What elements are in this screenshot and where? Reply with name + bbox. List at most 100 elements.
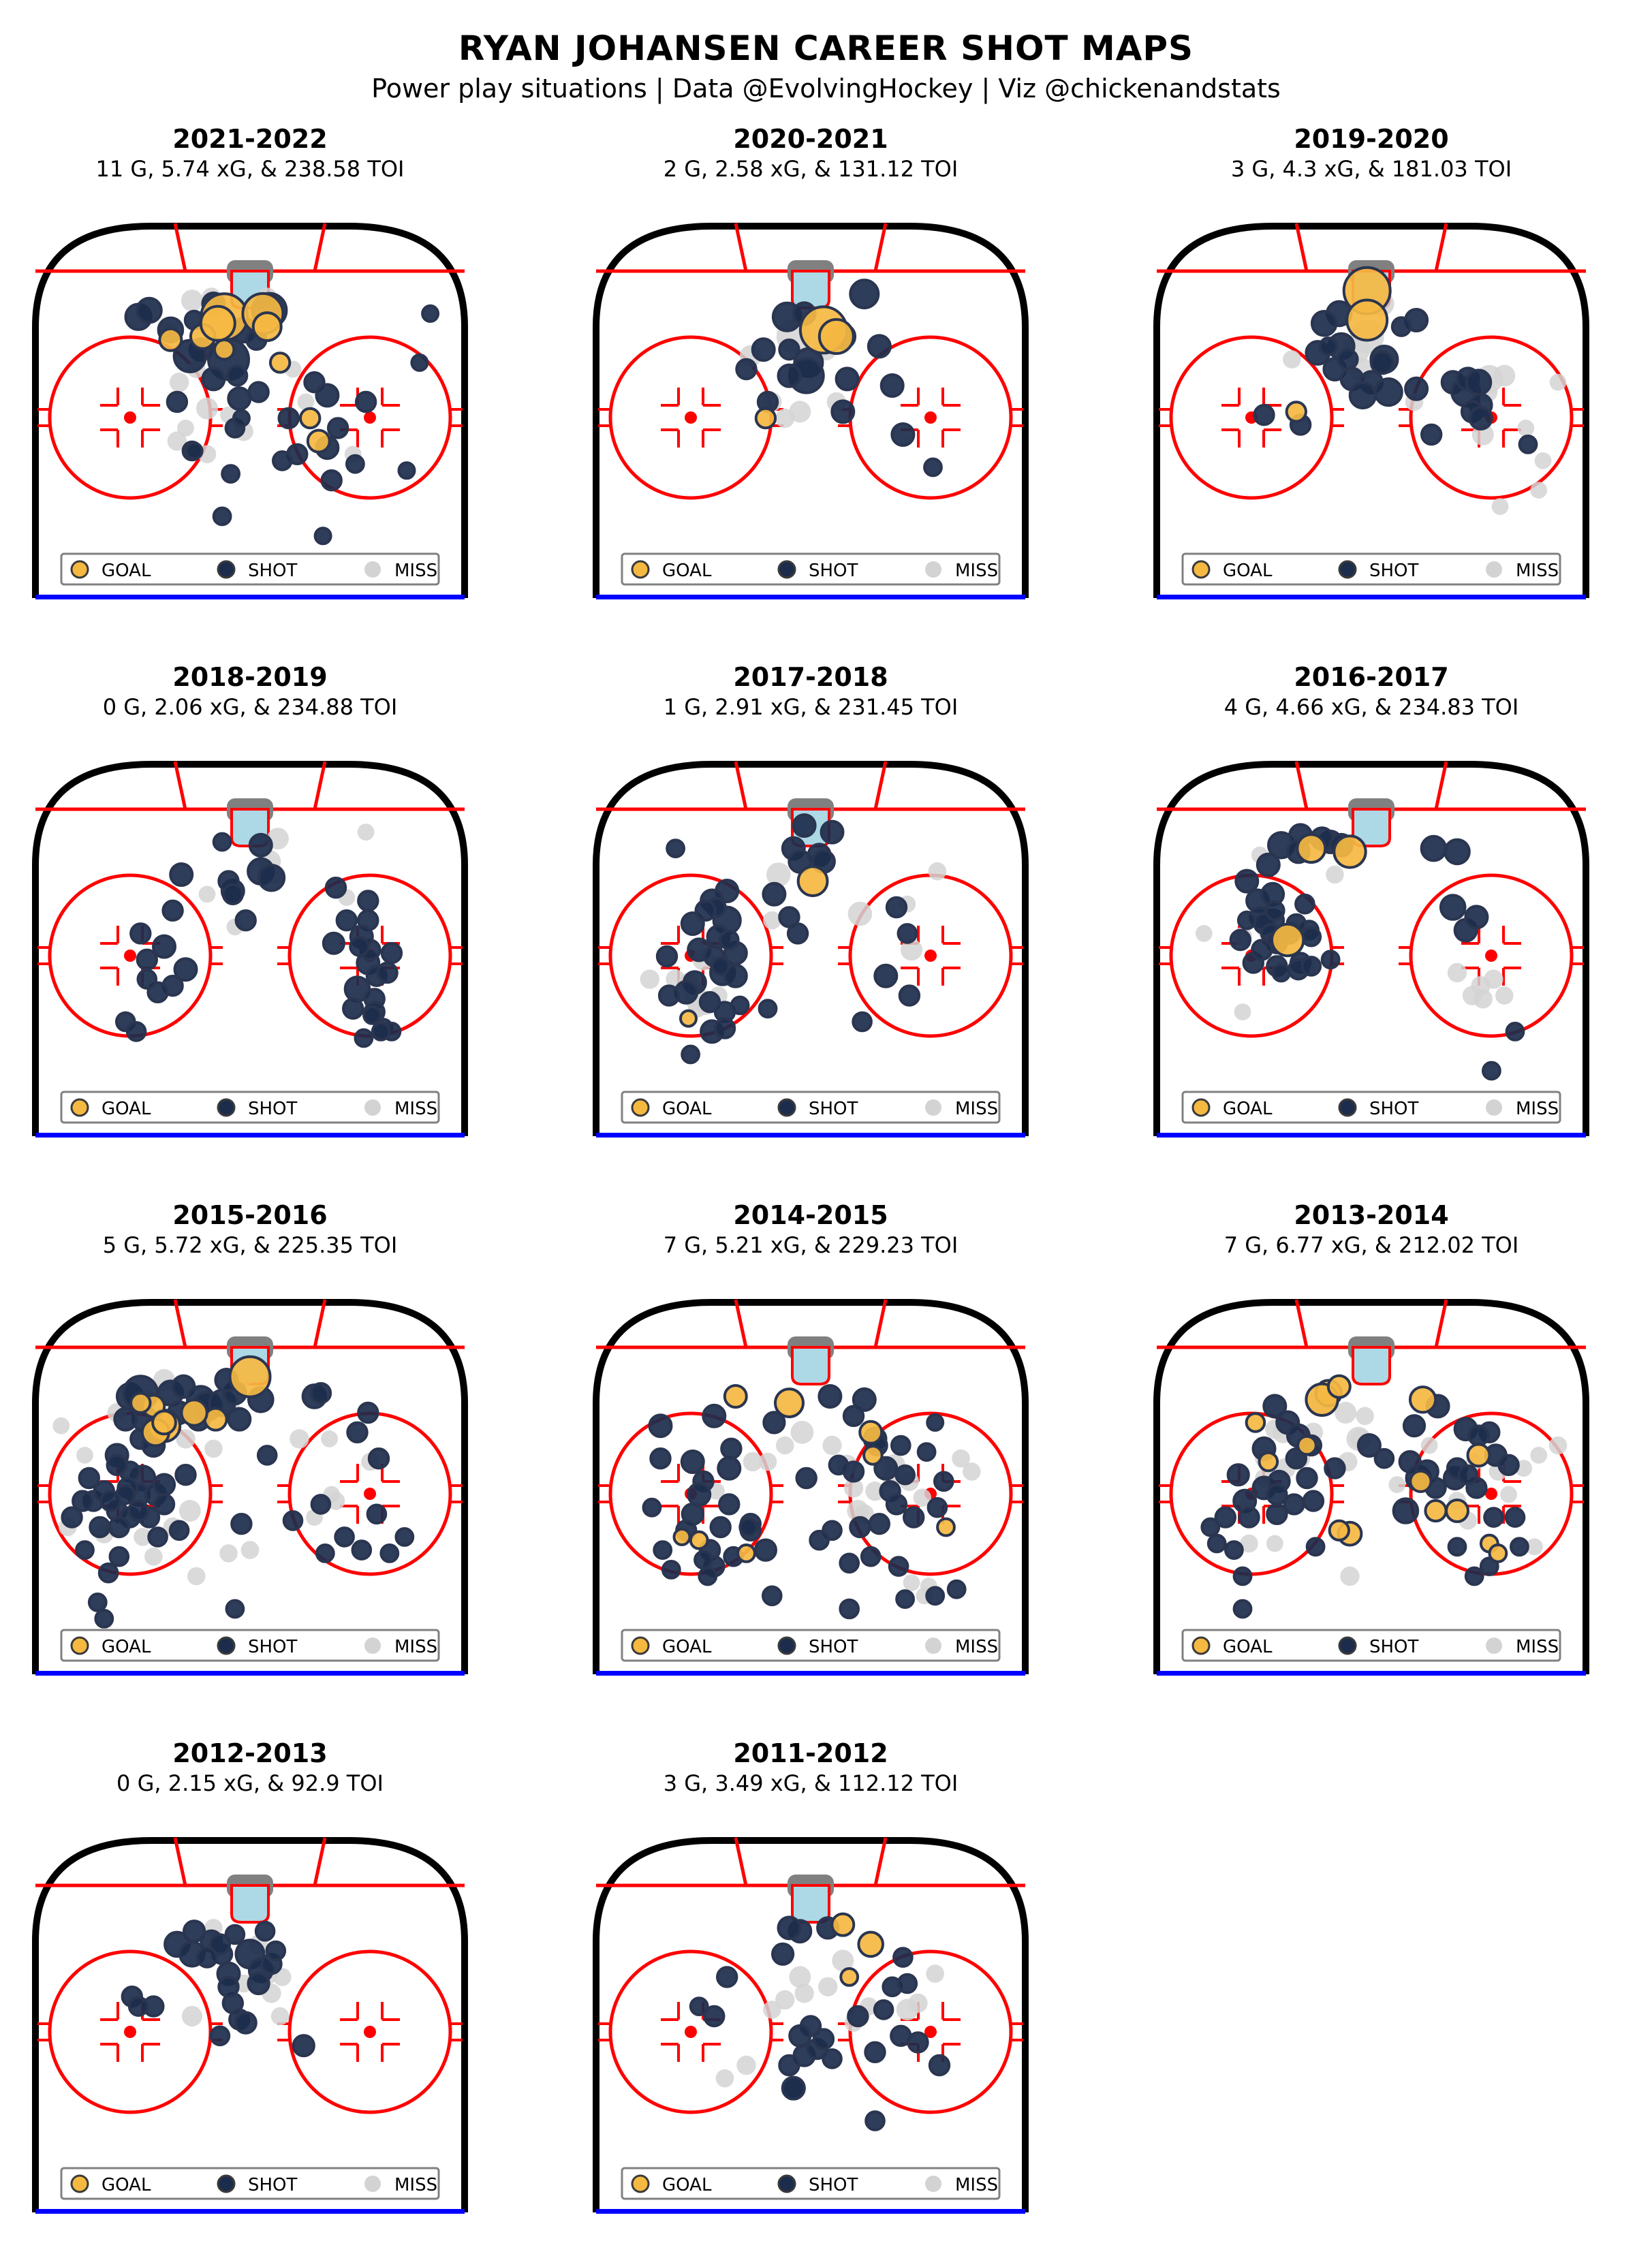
miss-point (763, 2001, 781, 2019)
shot-point (681, 1044, 701, 1065)
shot-point (1504, 1507, 1526, 1528)
shot-point (868, 1513, 890, 1535)
shot-point (136, 969, 158, 990)
shot-point (1369, 350, 1394, 375)
trapezoid-line-left (173, 761, 187, 810)
shot-point (421, 304, 440, 323)
shot-point (873, 1456, 899, 1481)
shot-point (1373, 1447, 1395, 1469)
miss-point (176, 1429, 196, 1449)
shot-point (926, 1496, 948, 1518)
faceoff-dot-right (924, 2026, 937, 2038)
miss-point (1234, 1003, 1251, 1020)
shot-point (354, 1028, 374, 1048)
shot-point (666, 839, 686, 859)
legend-goal-marker (70, 1098, 89, 1117)
chart-header: RYAN JOHANSEN CAREER SHOT MAPS Power pla… (0, 25, 1652, 105)
miss-point (1447, 962, 1467, 983)
shot-point (719, 929, 740, 951)
shot-point (97, 1562, 119, 1584)
shot-point (792, 813, 817, 838)
legend-miss-label: MISS (1516, 561, 1559, 581)
goal-point (689, 1530, 709, 1550)
shot-points (689, 1915, 951, 2131)
legend: GOAL SHOT MISS (621, 1091, 1001, 1124)
trapezoid-line-right (1434, 1299, 1448, 1348)
miss-point (167, 431, 187, 451)
goal-crease (791, 1884, 830, 1924)
shot-point (147, 1526, 168, 1548)
miss-point (1530, 482, 1548, 499)
shot-point (234, 909, 257, 932)
legend-miss-label: MISS (394, 1637, 437, 1657)
shot-point (1505, 1022, 1525, 1041)
goal-point (736, 1543, 756, 1563)
trapezoid-line-right (1434, 761, 1448, 810)
shot-point (703, 2005, 726, 2028)
shot-point (795, 1467, 817, 1490)
shot-point (247, 1971, 270, 1996)
shot-point (738, 1517, 759, 1537)
shot-point (820, 819, 845, 845)
shot-point (777, 1915, 802, 1941)
shot-point (87, 1593, 108, 1612)
shot-point (272, 450, 293, 471)
shot-point (221, 883, 244, 906)
miss-point (1548, 1436, 1568, 1455)
legend-box (621, 1091, 1001, 1124)
trapezoid-line-right (313, 223, 327, 272)
trapezoid-line-left (173, 223, 187, 272)
shot-point (1296, 1467, 1318, 1490)
miss-point (1340, 1566, 1360, 1586)
miss-point (1240, 1534, 1258, 1553)
legend-miss-marker (1486, 1099, 1502, 1116)
miss-point (181, 289, 203, 312)
legend-shot-marker (777, 1098, 796, 1117)
shot-point (735, 358, 758, 381)
shot-point (127, 1499, 150, 1522)
shot-point (94, 1609, 114, 1629)
legend: GOAL SHOT MISS (60, 2167, 440, 2200)
miss-point (1195, 925, 1213, 942)
legend-box (1181, 1629, 1561, 1662)
trapezoid-line-left (1294, 761, 1309, 810)
shot-point (694, 899, 717, 922)
shot-point (698, 991, 721, 1014)
goal-point (1296, 1435, 1318, 1456)
shot-point (1348, 381, 1377, 410)
shot-point (265, 1940, 287, 1962)
legend-miss-label: MISS (955, 1637, 998, 1657)
shot-point (127, 1996, 149, 2017)
legend: GOAL SHOT MISS (1181, 1629, 1561, 1662)
shot-point (174, 1464, 197, 1486)
legend-miss-marker (925, 2176, 941, 2192)
legend-shot-label: SHOT (809, 1099, 858, 1119)
shot-point (1300, 956, 1322, 977)
shot-point (225, 1599, 245, 1619)
goal-point (830, 1912, 856, 1937)
trapezoid-line-left (734, 1299, 748, 1348)
shot-point (1300, 926, 1322, 947)
miss-point (766, 862, 791, 887)
miss-point (270, 2007, 290, 2026)
miss-point (908, 1993, 928, 2013)
shot-point (113, 1407, 138, 1432)
miss-point (1500, 1486, 1517, 1503)
goal-point (299, 407, 322, 430)
miss-point (1493, 364, 1516, 387)
goal-point (672, 1527, 691, 1546)
goal-crease (791, 1346, 830, 1385)
legend-miss-marker (925, 1099, 941, 1116)
shot-map-panel: 2016-2017 4 G, 4.66 xG, & 234.83 TOI GOAL S… (1136, 661, 1606, 1138)
shot-point (125, 1021, 147, 1042)
shot-point (108, 1546, 130, 1567)
legend-box (60, 1629, 440, 1662)
trapezoid-line-right (873, 223, 888, 272)
panel-season-title: 2018-2019 (172, 662, 328, 692)
miss-point (758, 1452, 777, 1471)
shot-point (1324, 1457, 1346, 1479)
shot-point (357, 890, 379, 912)
shot-point (1404, 376, 1429, 401)
miss-point (763, 911, 781, 930)
shot-point (762, 881, 787, 907)
